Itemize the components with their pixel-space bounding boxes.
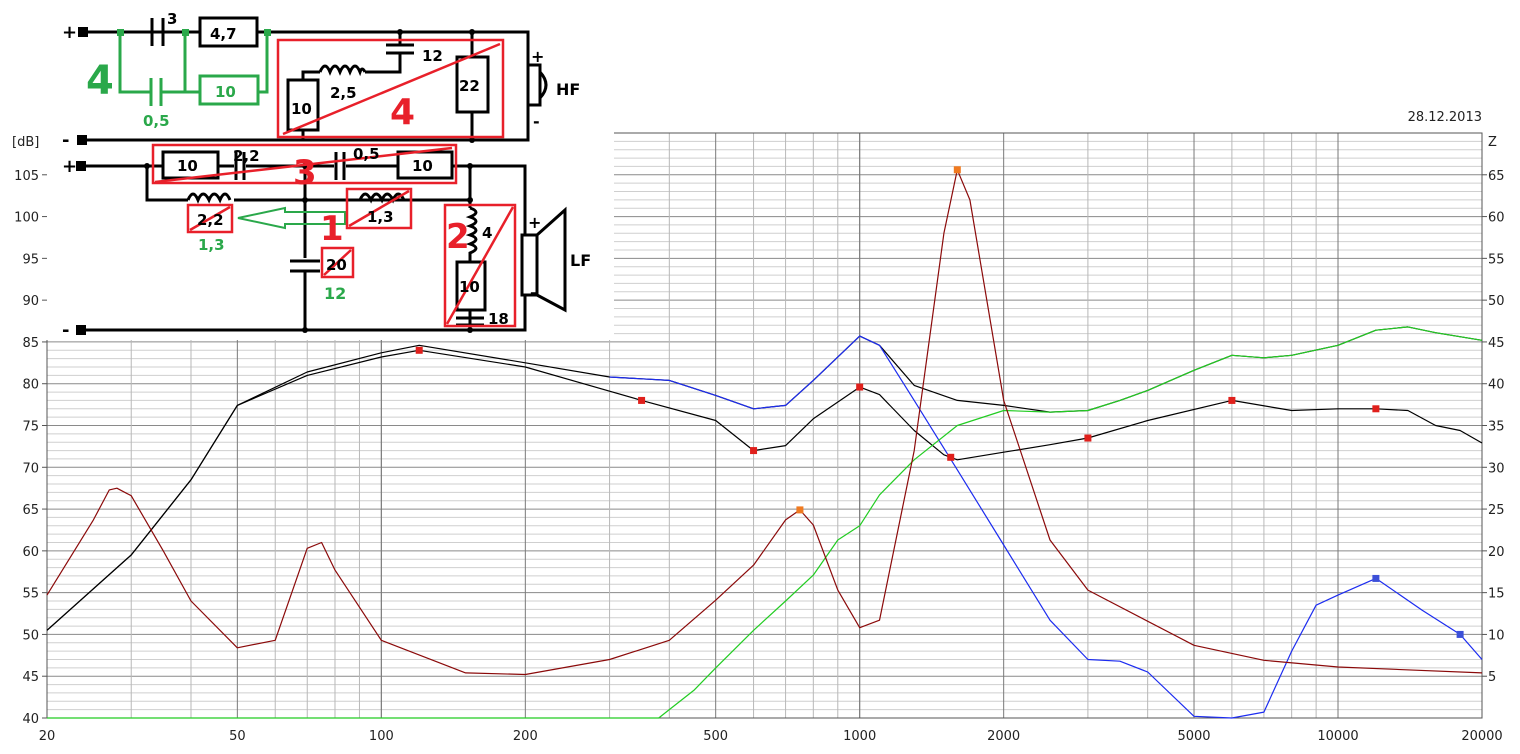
hf-minus-terminal: - <box>62 130 69 151</box>
green-cap-label: 0,5 <box>143 112 170 130</box>
series-line-2 <box>609 335 1483 719</box>
y-tick-label: 100 <box>14 211 39 226</box>
y-tick-label: 50 <box>22 628 39 643</box>
lf-coil-new-value: 1,3 <box>198 236 225 254</box>
y-tick-label: 90 <box>22 294 39 309</box>
y2-tick-label: 20 <box>1488 545 1505 560</box>
x-tick-label: 5000 <box>1177 729 1210 744</box>
date-label: 28.12.2013 <box>1408 110 1482 125</box>
mod-4-red: 4 <box>390 92 415 133</box>
series-line-1 <box>46 349 1483 631</box>
x-tick-label: 2000 <box>987 729 1020 744</box>
lf-cap-new-value: 12 <box>324 284 346 303</box>
y-tick-label: 45 <box>22 670 39 685</box>
y-tick-label: 80 <box>22 378 39 393</box>
series-marker-4 <box>953 166 961 174</box>
series-marker-2 <box>1372 574 1380 582</box>
left-axis-labels: 40 45 50 55 60 65 70 75 80 85 90 95 100 105 <box>14 169 47 727</box>
lf-coil-13-label: 1,3 <box>367 208 394 226</box>
mod-1-red: 1 <box>320 209 344 249</box>
lf-cap-20-label: 20 <box>326 256 347 274</box>
x-tick-label: 100 <box>369 729 394 744</box>
series-marker-2 <box>1456 630 1464 638</box>
hf-coil-label: 2,5 <box>330 84 357 102</box>
series-marker-1 <box>1084 434 1092 442</box>
mod-3-red: 3 <box>293 153 317 193</box>
y-tick-label: 75 <box>22 420 39 435</box>
y2-tick-label: 15 <box>1488 587 1505 602</box>
hf-speaker-plus: + <box>531 47 544 66</box>
lf-label: LF <box>570 251 591 270</box>
series-marker-1 <box>415 346 423 354</box>
series-marker-4 <box>796 506 804 514</box>
y2-tick-label: 40 <box>1488 378 1505 393</box>
y-tick-label: 70 <box>22 461 39 476</box>
x-tick-label: 10000 <box>1317 729 1358 744</box>
x-tick-label: 1000 <box>843 729 876 744</box>
lf-minus-terminal: - <box>62 320 69 341</box>
y-axis-label: [dB] <box>12 135 39 150</box>
hf-speaker-minus: - <box>533 112 540 131</box>
series-marker-1 <box>1372 405 1380 413</box>
lf-cap-22-label: 2,2 <box>233 147 260 165</box>
y2-tick-label: 45 <box>1488 336 1505 351</box>
y2-tick-label: 55 <box>1488 252 1505 267</box>
x-tick-label: 20000 <box>1461 729 1502 744</box>
hf-r10-label: 10 <box>291 100 312 118</box>
lf-speaker-minus: - <box>530 283 537 302</box>
green-resistor-label: 10 <box>215 83 236 101</box>
y2-tick-label: 65 <box>1488 169 1505 184</box>
y-tick-label: 40 <box>22 712 39 727</box>
hf-resistor-label: 4,7 <box>210 25 237 43</box>
lf-coil-22-label: 2,2 <box>197 211 224 229</box>
mod-2-red: 2 <box>446 217 470 257</box>
series <box>46 166 1483 719</box>
hf-label: HF <box>556 80 580 99</box>
y2-tick-label: 25 <box>1488 503 1505 518</box>
hf-r22-label: 22 <box>459 77 480 95</box>
series-marker-1 <box>1228 396 1236 404</box>
hf-cap-label: 3 <box>167 10 177 28</box>
mod-4-green: 4 <box>86 58 114 104</box>
y2-tick-label: 50 <box>1488 294 1505 309</box>
lf-r10a-label: 10 <box>177 157 198 175</box>
series-marker-1 <box>856 383 864 391</box>
series-marker-1 <box>947 453 955 461</box>
series-line-0 <box>46 326 1483 631</box>
y2-tick-label: 60 <box>1488 211 1505 226</box>
lf-r10b-label: 10 <box>412 157 433 175</box>
series-line-3 <box>47 326 1483 719</box>
y-tick-label: 55 <box>22 587 39 602</box>
y2-tick-label: 5 <box>1488 670 1496 685</box>
lf-plus-terminal: + <box>62 156 77 177</box>
y-tick-label: 105 <box>14 169 39 184</box>
y2-tick-label: 35 <box>1488 420 1505 435</box>
x-tick-label: 50 <box>229 729 246 744</box>
series-line-4 <box>46 169 1483 676</box>
lf-speaker-plus: + <box>528 213 541 232</box>
y-tick-label: 85 <box>22 336 39 351</box>
lf-r10-label: 10 <box>459 278 480 296</box>
hf-plus-terminal: + <box>62 22 77 43</box>
y2-tick-label: 30 <box>1488 461 1505 476</box>
series-marker-1 <box>638 396 646 404</box>
y-tick-label: 95 <box>22 252 39 267</box>
y-tick-label: 65 <box>22 503 39 518</box>
x-tick-label: 200 <box>513 729 538 744</box>
y2-tick-label: 10 <box>1488 628 1505 643</box>
crossover-schematic: + - + - 3 4,7 4 0,5 10 12 2,5 10 22 4 + … <box>0 0 614 341</box>
y2-axis-label: Z <box>1488 135 1497 150</box>
lf-coil-4-label: 4 <box>482 224 492 242</box>
x-tick-label: 20 <box>39 729 56 744</box>
hf-cap-12-label: 12 <box>422 47 443 65</box>
series-marker-1 <box>750 447 758 455</box>
lf-cap-05-label: 0,5 <box>353 145 380 163</box>
x-tick-label: 500 <box>703 729 728 744</box>
lf-cap-18-label: 18 <box>488 310 509 328</box>
y-tick-label: 60 <box>22 545 39 560</box>
